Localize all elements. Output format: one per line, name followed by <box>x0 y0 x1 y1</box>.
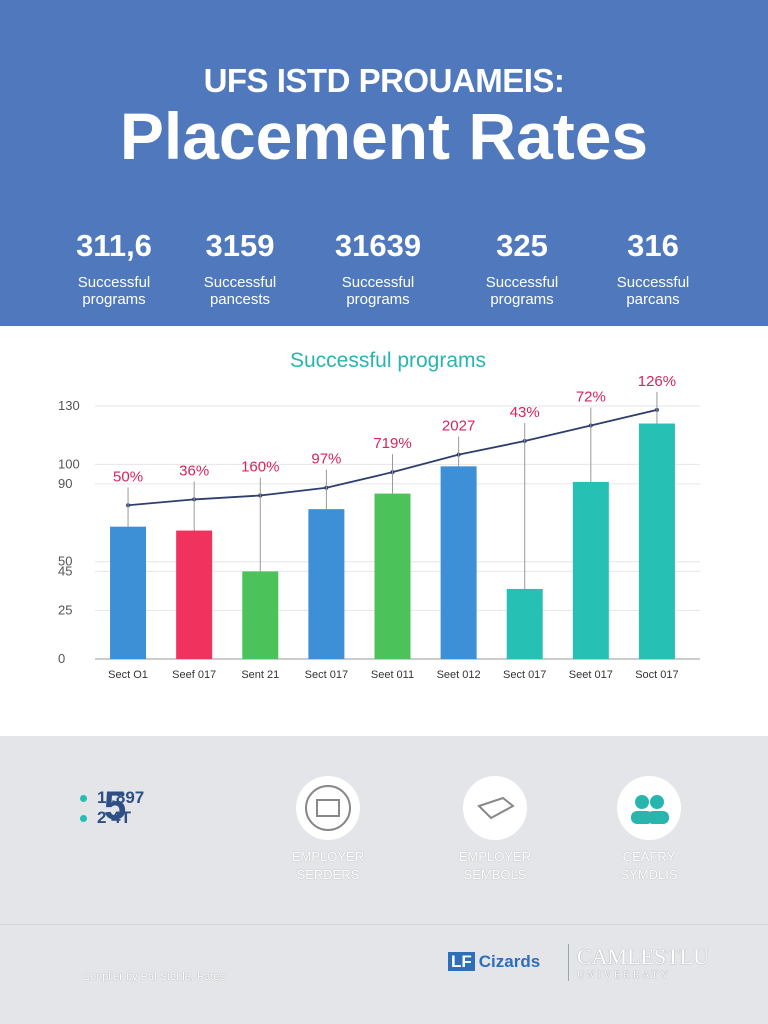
credit: Conpiler by Pal Stehle, Pates <box>82 971 226 983</box>
annotation: 160% <box>241 459 279 476</box>
stat-value: 316 <box>627 228 679 263</box>
stat-label: Successful programs <box>77 274 151 308</box>
y-tick-label: 130 <box>58 398 80 413</box>
stat-value: 325 <box>496 228 548 263</box>
header: UFS ISTD PROUAMEIS: Placement Rates 311,… <box>0 0 768 326</box>
legend-item: 1 .897 <box>80 788 144 808</box>
lower-panel: 1 .897 2 4T 5 EMPLOYER SERDERS EMPLOYER … <box>0 736 768 1024</box>
stat-value: 31639 <box>334 228 422 263</box>
bar <box>308 509 345 659</box>
x-tick-label: Sect O1 <box>108 669 148 681</box>
bar <box>110 526 147 659</box>
big-number: 5 <box>104 784 127 828</box>
bar <box>374 493 411 659</box>
title: Placement Rates <box>119 99 649 173</box>
stat: 316 Successful parcans <box>583 228 723 308</box>
icon <box>463 776 527 840</box>
icon-label: CEAFRY SYMDLIS <box>620 849 678 882</box>
x-tick-label: Sect 017 <box>305 669 348 681</box>
annotation: 50% <box>113 468 143 485</box>
x-tick-label: Seet 011 <box>371 669 414 681</box>
annotation: 97% <box>311 451 341 468</box>
university-name: CAMLESTLU <box>577 944 709 969</box>
annotation: 36% <box>179 462 209 479</box>
stat-label: Successful pancests <box>203 274 277 308</box>
x-tick-label: Seef 017 <box>172 669 216 681</box>
subtitle: UFS ISTD PROUAMEIS: <box>203 62 565 99</box>
brand: LF Cizards <box>448 952 540 972</box>
x-tick-label: Sent 21 <box>241 669 279 681</box>
annotation: 72% <box>576 388 606 405</box>
stat: 3159 Successful pancests <box>170 228 310 308</box>
bar <box>638 423 675 659</box>
y-tick-label: 0 <box>58 651 65 666</box>
university-sub: UNIVERRATY <box>577 970 671 981</box>
stat: 325 Successful programs <box>452 228 592 308</box>
annotation: 126% <box>638 373 676 390</box>
y-tick-label: 50 <box>58 554 72 569</box>
stat-label: Successful parcans <box>616 274 690 308</box>
y-tick-label: 25 <box>58 602 72 617</box>
annotation: 719% <box>373 435 411 452</box>
icon-label: EMPLOYER SERDERS <box>291 849 365 882</box>
bar <box>242 571 279 659</box>
x-tick-label: Seet 012 <box>437 669 481 681</box>
x-tick-label: Seet 017 <box>569 669 613 681</box>
y-tick-label: 90 <box>58 476 72 491</box>
icon <box>617 776 681 840</box>
bar <box>506 588 543 659</box>
x-tick-label: Sect 017 <box>503 669 546 681</box>
stat-label: Successful programs <box>485 274 559 308</box>
stat-value: 3159 <box>205 228 275 263</box>
stat-value: 311,6 <box>76 228 152 263</box>
legend-text: 1 .897 <box>97 788 145 807</box>
icon <box>296 776 360 840</box>
stat: 311,6 Successful programs <box>44 228 184 308</box>
annotation: 43% <box>510 404 540 421</box>
divider <box>0 924 768 925</box>
x-tick-label: Soct 017 <box>635 669 678 681</box>
bar <box>176 530 213 659</box>
stat-label: Successful programs <box>341 274 415 308</box>
legend-item: 2 4T <box>80 808 131 828</box>
y-tick-label: 100 <box>58 456 80 471</box>
brand-name: Cizards <box>478 952 541 971</box>
university: CAMLESTLU UNIVERRATY <box>568 944 709 981</box>
chart-title: Successful programs <box>290 349 486 372</box>
icon-label: EMPLOYER SEMBOLS <box>458 849 532 882</box>
y-tick-label: 45 <box>58 563 72 578</box>
stat: 31639 Successful programs <box>308 228 448 308</box>
annotation: 2027 <box>442 418 475 435</box>
bar <box>440 466 477 659</box>
legend-text: 2 4T <box>97 808 132 827</box>
bar <box>572 481 609 659</box>
